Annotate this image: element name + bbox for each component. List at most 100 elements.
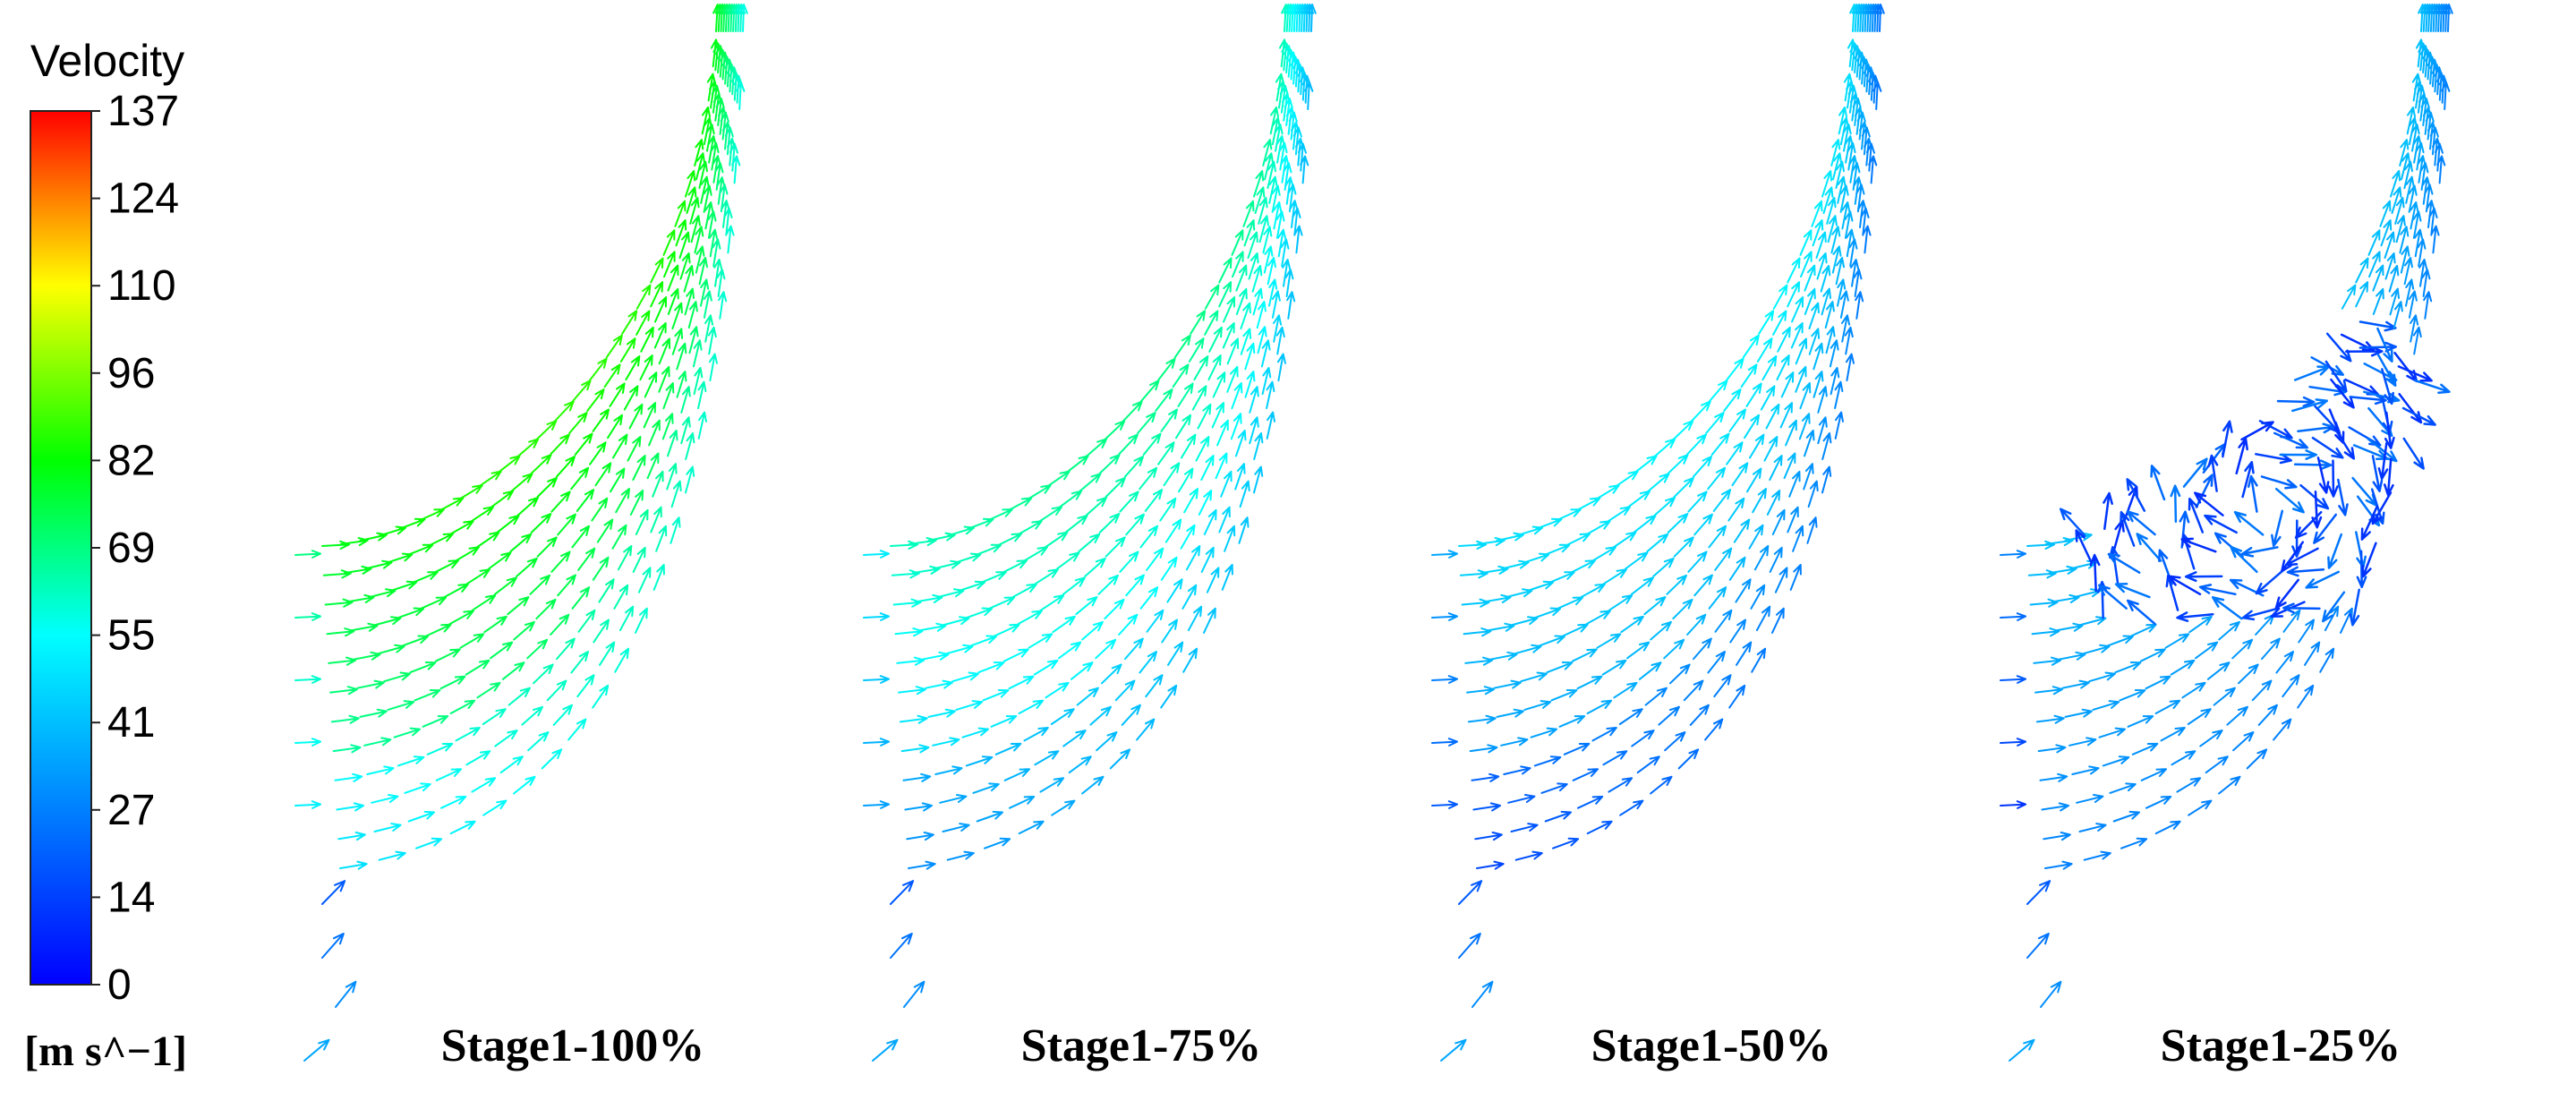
velocity-vector (530, 454, 552, 474)
legend-unit: [m s^−1] (24, 1028, 187, 1075)
velocity-vector (1742, 334, 1760, 359)
velocity-vector (1760, 385, 1776, 411)
velocity-vector (1200, 455, 1215, 481)
velocity-vector (1585, 520, 1611, 536)
velocity-vector (2418, 259, 2428, 287)
velocity-vector (1185, 545, 1201, 571)
velocity-vector (1846, 228, 1855, 258)
velocity-vector (2361, 542, 2377, 578)
velocity-vector (1740, 363, 1758, 388)
velocity-vector (2255, 568, 2285, 595)
velocity-vector (2324, 360, 2348, 393)
velocity-vector (629, 490, 644, 516)
velocity-vector (393, 727, 421, 738)
velocity-vector (1046, 470, 1070, 488)
velocity-vector (1731, 462, 1749, 487)
velocity-vector (1125, 574, 1145, 597)
velocity-vector (1175, 414, 1191, 440)
velocity-vector (1458, 540, 1487, 550)
velocity-vector (1856, 111, 1866, 141)
velocity-vector (1206, 567, 1220, 593)
velocity-vector (1705, 412, 1725, 434)
velocity-vector (2218, 620, 2240, 641)
panel-label-stage1-100: Stage1-100% (441, 1020, 705, 1071)
velocity-vector (1729, 619, 1746, 644)
velocity-vector (1792, 525, 1804, 552)
velocity-vector (2055, 622, 2084, 632)
velocity-vector (1190, 310, 1207, 335)
colorbar-tick-label: 27 (107, 787, 155, 834)
velocity-vector (2412, 326, 2422, 355)
velocity-vector (945, 644, 974, 655)
velocity-vector (863, 612, 890, 621)
velocity-vector (1761, 355, 1778, 381)
velocity-vector (2405, 278, 2415, 307)
velocity-vector (2408, 290, 2418, 319)
velocity-vector (1058, 490, 1082, 508)
velocity-vector (1808, 328, 1821, 355)
velocity-vector (2000, 612, 2026, 621)
velocity-vector (635, 508, 649, 535)
velocity-vector (2232, 731, 2255, 752)
velocity-vector (2109, 782, 2137, 794)
velocity-vector (1686, 613, 1707, 636)
velocity-vector (1075, 596, 1098, 616)
velocity-vector (2088, 671, 2116, 683)
velocity-vector (1834, 411, 1844, 440)
velocity-vector (635, 284, 652, 310)
velocity-vector (618, 605, 635, 632)
velocity-vector (635, 607, 648, 634)
velocity-vector (516, 558, 538, 577)
velocity-vector (1261, 367, 1272, 396)
velocity-vector (1275, 210, 1285, 239)
velocity-vector (1868, 155, 1878, 184)
velocity-vector (2240, 546, 2279, 558)
velocity-vector (1466, 686, 1495, 696)
velocity-vector (510, 473, 533, 492)
velocity-vector (663, 251, 676, 278)
velocity-vector (1238, 516, 1250, 544)
velocity-vector (1471, 980, 1494, 1008)
velocity-vector (1795, 337, 1808, 365)
velocity-vector (1848, 238, 1858, 268)
velocity-vector (1018, 699, 1045, 714)
velocity-vector (863, 675, 890, 684)
velocity-vector (684, 287, 695, 316)
velocity-vector (2246, 748, 2268, 770)
velocity-vector (1815, 231, 1827, 260)
velocity-vector (965, 755, 994, 767)
velocity-vector (670, 480, 682, 508)
velocity-vector (1601, 659, 1627, 676)
velocity-vector (469, 506, 494, 523)
velocity-vector (652, 470, 664, 498)
velocity-vector (1292, 126, 1302, 156)
velocity-vector (2000, 738, 2026, 747)
colorbar-tick-label: 0 (107, 961, 132, 1009)
velocity-vector (1440, 1038, 1467, 1062)
velocity-vector (713, 259, 723, 287)
velocity-vector (321, 540, 350, 550)
velocity-vector (2414, 228, 2424, 258)
velocity-vector (890, 933, 913, 959)
velocity-vector (2078, 823, 2107, 832)
velocity-vector (2120, 510, 2136, 547)
velocity-vector (2327, 533, 2343, 569)
velocity-vector (2402, 437, 2425, 470)
velocity-vector (2260, 475, 2298, 490)
velocity-vector (1673, 476, 1694, 498)
velocity-vector (2231, 638, 2254, 660)
velocity-vector (1845, 353, 1855, 382)
velocity-vector (2293, 365, 2330, 381)
velocity-vector (661, 413, 674, 440)
velocity-vector (1714, 547, 1733, 571)
velocity-vector (1817, 416, 1828, 445)
velocity-vector (2313, 513, 2338, 544)
velocity-vector (1234, 463, 1246, 491)
velocity-vector (1157, 441, 1175, 465)
velocity-vector (1779, 402, 1793, 429)
velocity-vector (615, 488, 630, 514)
velocity-vector (1144, 489, 1164, 512)
velocity-vector (1653, 496, 1676, 516)
velocity-vector (2199, 730, 2223, 747)
velocity-vector (596, 518, 614, 543)
